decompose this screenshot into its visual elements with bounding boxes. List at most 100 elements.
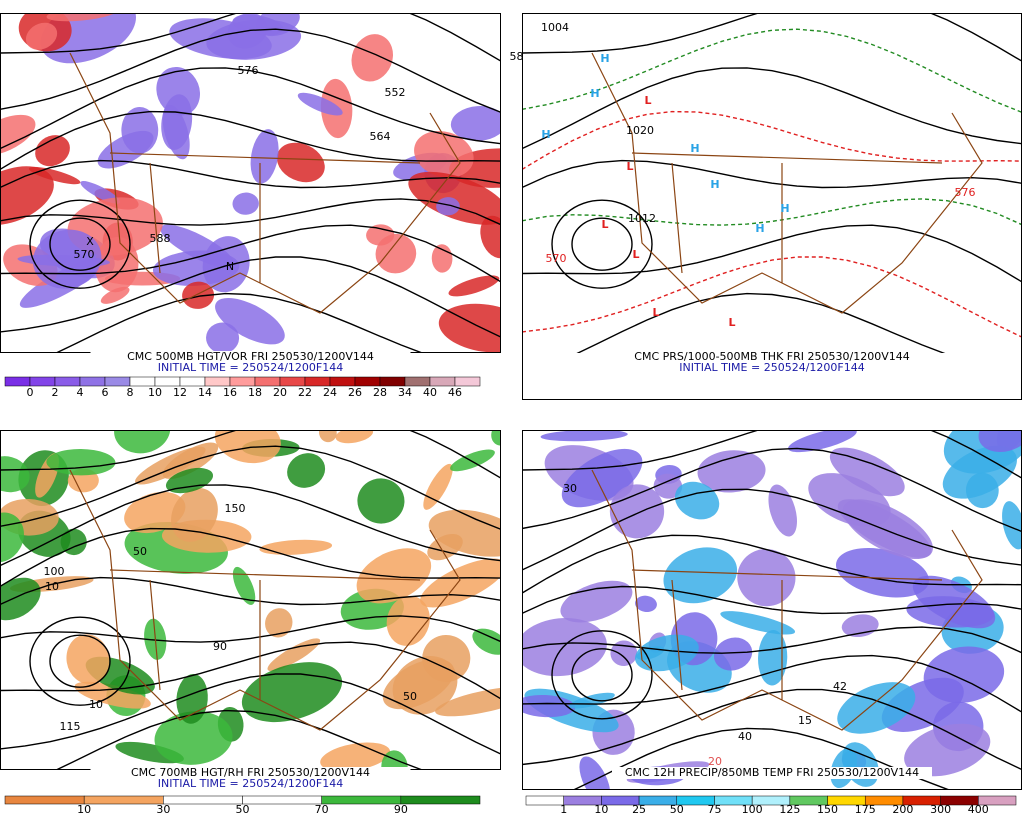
- shaded-field: [214, 430, 281, 464]
- shaded-field: [152, 250, 240, 286]
- contour: [571, 727, 952, 790]
- contour: [522, 430, 1022, 479]
- legend-swatch: [229, 376, 256, 387]
- shaded-field: [154, 711, 233, 765]
- shaded-field: [436, 197, 460, 216]
- legend-swatch: [179, 376, 206, 387]
- caption-bg: [612, 767, 932, 779]
- legend-swatch: [321, 795, 402, 805]
- legend-swatch: [304, 376, 331, 387]
- shaded-field: [758, 630, 788, 686]
- legend-swatch: [163, 795, 243, 805]
- map-label: 42: [833, 680, 847, 693]
- shaded-field: [835, 548, 930, 598]
- legend-swatch: [83, 795, 164, 805]
- shaded-field: [287, 453, 326, 488]
- map-frame: [522, 430, 1022, 790]
- map-label: H: [780, 202, 789, 215]
- map-label: 1012: [628, 212, 656, 225]
- contour: [0, 527, 501, 588]
- map-layer: [522, 430, 1022, 790]
- legend-label: 50: [236, 803, 250, 816]
- map-panel: 30 40 15 20 42 CMC 12H PRECIP/850MB TEMP FRI …: [522, 430, 1022, 816]
- map-label: 50: [133, 545, 147, 558]
- contour: [29, 199, 131, 289]
- legend-label: 30: [156, 803, 170, 816]
- legend-label: 75: [707, 803, 721, 816]
- shaded-field: [161, 94, 193, 150]
- contour: [54, 709, 425, 770]
- shaded-field: [124, 491, 186, 534]
- shaded-field: [182, 281, 215, 309]
- legend-swatch: [379, 376, 406, 387]
- contour: [0, 445, 501, 531]
- legend-label: 6: [102, 386, 109, 399]
- map-label: 50: [403, 690, 417, 703]
- map-label: 150: [225, 502, 246, 515]
- map-label: 1020: [626, 124, 654, 137]
- contour: [576, 292, 946, 353]
- legend-swatch: [104, 376, 131, 387]
- caption-bg: [90, 767, 411, 790]
- contour: [571, 648, 633, 702]
- map-label: 90: [213, 640, 227, 653]
- contour: [522, 447, 1022, 533]
- shaded-field: [788, 430, 857, 453]
- map-label: 588: [150, 232, 171, 245]
- legend-swatch: [4, 795, 85, 805]
- map-label: H: [541, 128, 550, 141]
- shaded-field: [351, 34, 394, 82]
- contour: [522, 13, 1022, 62]
- initial-time: INITIAL TIME = 250524/1200F144: [158, 777, 343, 790]
- legend-swatch: [429, 376, 456, 387]
- shaded-field: [241, 662, 343, 723]
- shaded-field: [522, 694, 576, 718]
- shaded-field: [0, 166, 54, 225]
- map-panel: H H H H H H H L L L L L L 1020 1012 1004 576 570 CMC PRS/1…: [522, 13, 1022, 400]
- map-frame: [522, 13, 1022, 400]
- legend-label: 10: [77, 803, 91, 816]
- shaded-field: [265, 608, 293, 638]
- shaded-field: [829, 447, 905, 497]
- initial-time: INITIAL TIME = 250524/1200F144: [158, 361, 343, 374]
- map-label: 552: [385, 86, 406, 99]
- caption-bg: [612, 351, 932, 374]
- legend-swatch: [79, 376, 106, 387]
- legend-label: 14: [198, 386, 212, 399]
- contour: [522, 488, 1022, 571]
- shaded-field: [375, 233, 417, 274]
- contour: [0, 615, 501, 643]
- shaded-field: [435, 686, 501, 717]
- legend-label: 10: [594, 803, 608, 816]
- legend-swatch: [204, 376, 231, 387]
- shaded-field: [121, 106, 159, 154]
- shaded-field: [0, 456, 30, 493]
- legend-swatch: [242, 795, 322, 805]
- shaded-field: [297, 92, 343, 116]
- shaded-field: [232, 566, 256, 605]
- legend-swatch: [129, 376, 156, 387]
- shaded-field: [912, 575, 996, 629]
- map-label: L: [601, 218, 608, 231]
- contour: [522, 224, 1022, 283]
- map-label: 576: [955, 186, 976, 199]
- legend-label: 90: [394, 803, 408, 816]
- legend-swatch: [454, 376, 481, 387]
- shaded-field: [663, 547, 738, 604]
- shaded-field: [408, 171, 501, 225]
- map-label: 40: [738, 730, 752, 743]
- shaded-field: [80, 181, 121, 204]
- legend-swatch: [329, 376, 356, 387]
- shaded-field: [450, 449, 495, 472]
- shaded-field: [25, 22, 58, 50]
- shaded-field: [635, 634, 699, 672]
- contour: [0, 256, 501, 338]
- map-label: 564: [370, 130, 391, 143]
- legend-label: 24: [323, 386, 337, 399]
- contour: [522, 256, 1022, 338]
- contour: [0, 13, 501, 62]
- legend-label: 150: [817, 803, 838, 816]
- shaded-field: [472, 628, 501, 655]
- shaded-field: [978, 430, 1022, 453]
